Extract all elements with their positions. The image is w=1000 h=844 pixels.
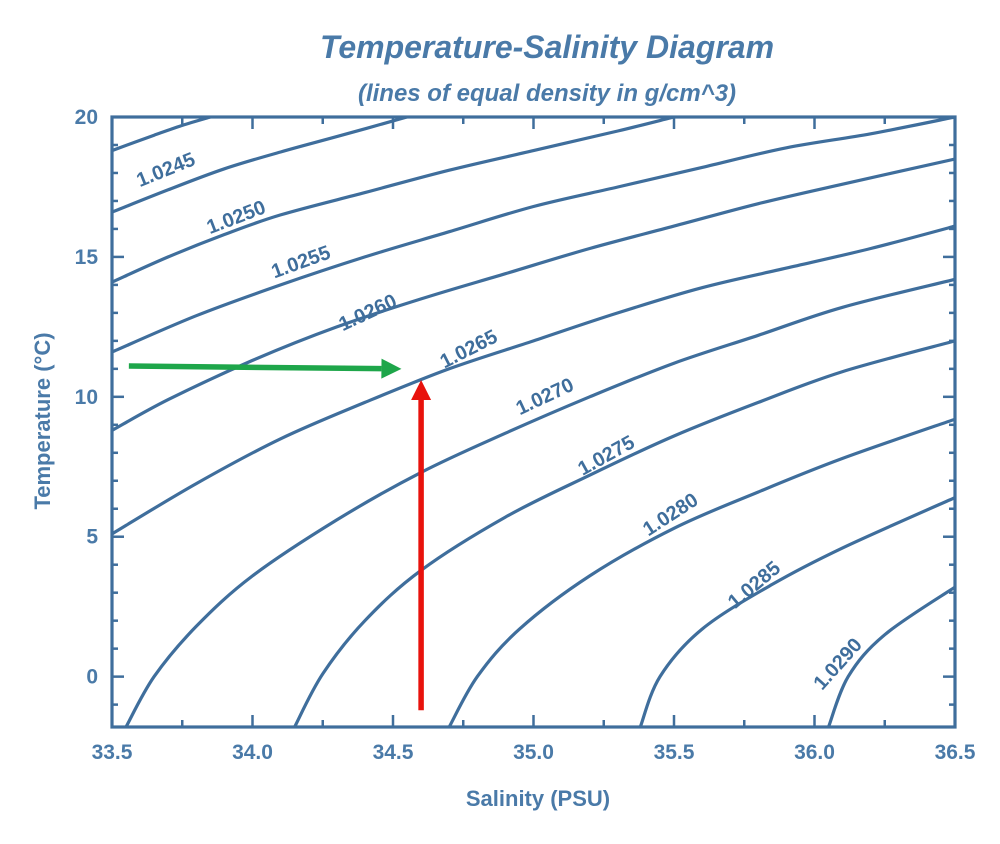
annotation-arrow-head-0 [381, 358, 402, 379]
contour-label-1.0250: 1.0250 [204, 196, 269, 238]
y-axis-label: Temperature (°C) [30, 332, 55, 509]
density-contour-1.0245 [112, 117, 212, 153]
y-tick-label: 15 [75, 246, 99, 269]
x-tick-label: 36.5 [935, 741, 976, 764]
annotation-arrow-shaft-0 [128, 363, 382, 372]
contour-label-1.0270: 1.0270 [513, 374, 578, 420]
density-contour-1.0250 [112, 117, 409, 214]
annotation-arrows [128, 358, 432, 711]
chart-subtitle: (lines of equal density in g/cm^3) [358, 80, 736, 107]
contour-label-1.0280: 1.0280 [639, 489, 702, 541]
y-tick-label: 5 [86, 526, 98, 549]
x-axis-label: Salinity (PSU) [466, 786, 610, 811]
x-tick-label: 35.5 [654, 741, 695, 764]
y-tick-label: 20 [75, 106, 98, 129]
density-contour-1.0275 [124, 277, 955, 727]
x-tick-label: 34.5 [373, 741, 414, 764]
density-contour-1.0260 [112, 117, 955, 354]
y-axis-ticks: 20 15 10 5 0 [75, 106, 955, 706]
y-tick-label: 0 [86, 666, 98, 689]
density-contour-1.0255 [112, 117, 676, 284]
density-contour-1.0285 [447, 417, 955, 727]
x-tick-label: 34.0 [232, 741, 273, 764]
contour-label-1.0260: 1.0260 [336, 290, 401, 336]
contour-label-1.0245: 1.0245 [133, 149, 198, 192]
density-contour-1.0270 [112, 224, 955, 536]
contour-label-1.0275: 1.0275 [574, 431, 638, 480]
contour-label-1.0285: 1.0285 [724, 557, 785, 613]
contour-label-1.0265: 1.0265 [437, 326, 501, 373]
density-contour-labels: 1.02451.02501.02551.02601.02651.02701.02… [133, 149, 866, 695]
density-contour-1.0280 [293, 339, 955, 727]
density-contour-1.0290 [638, 496, 955, 727]
x-tick-label: 33.5 [92, 741, 133, 764]
x-axis-ticks: 33.5 34.0 34.5 35.0 35.5 36.0 36.5 [92, 117, 976, 764]
chart-title: Temperature-Salinity Diagram [320, 29, 774, 65]
x-tick-label: 36.0 [794, 741, 835, 764]
annotation-arrow-head-1 [411, 380, 432, 401]
x-tick-label: 35.0 [513, 741, 554, 764]
y-tick-label: 10 [75, 386, 98, 409]
density-contour-1.0295 [826, 585, 955, 727]
